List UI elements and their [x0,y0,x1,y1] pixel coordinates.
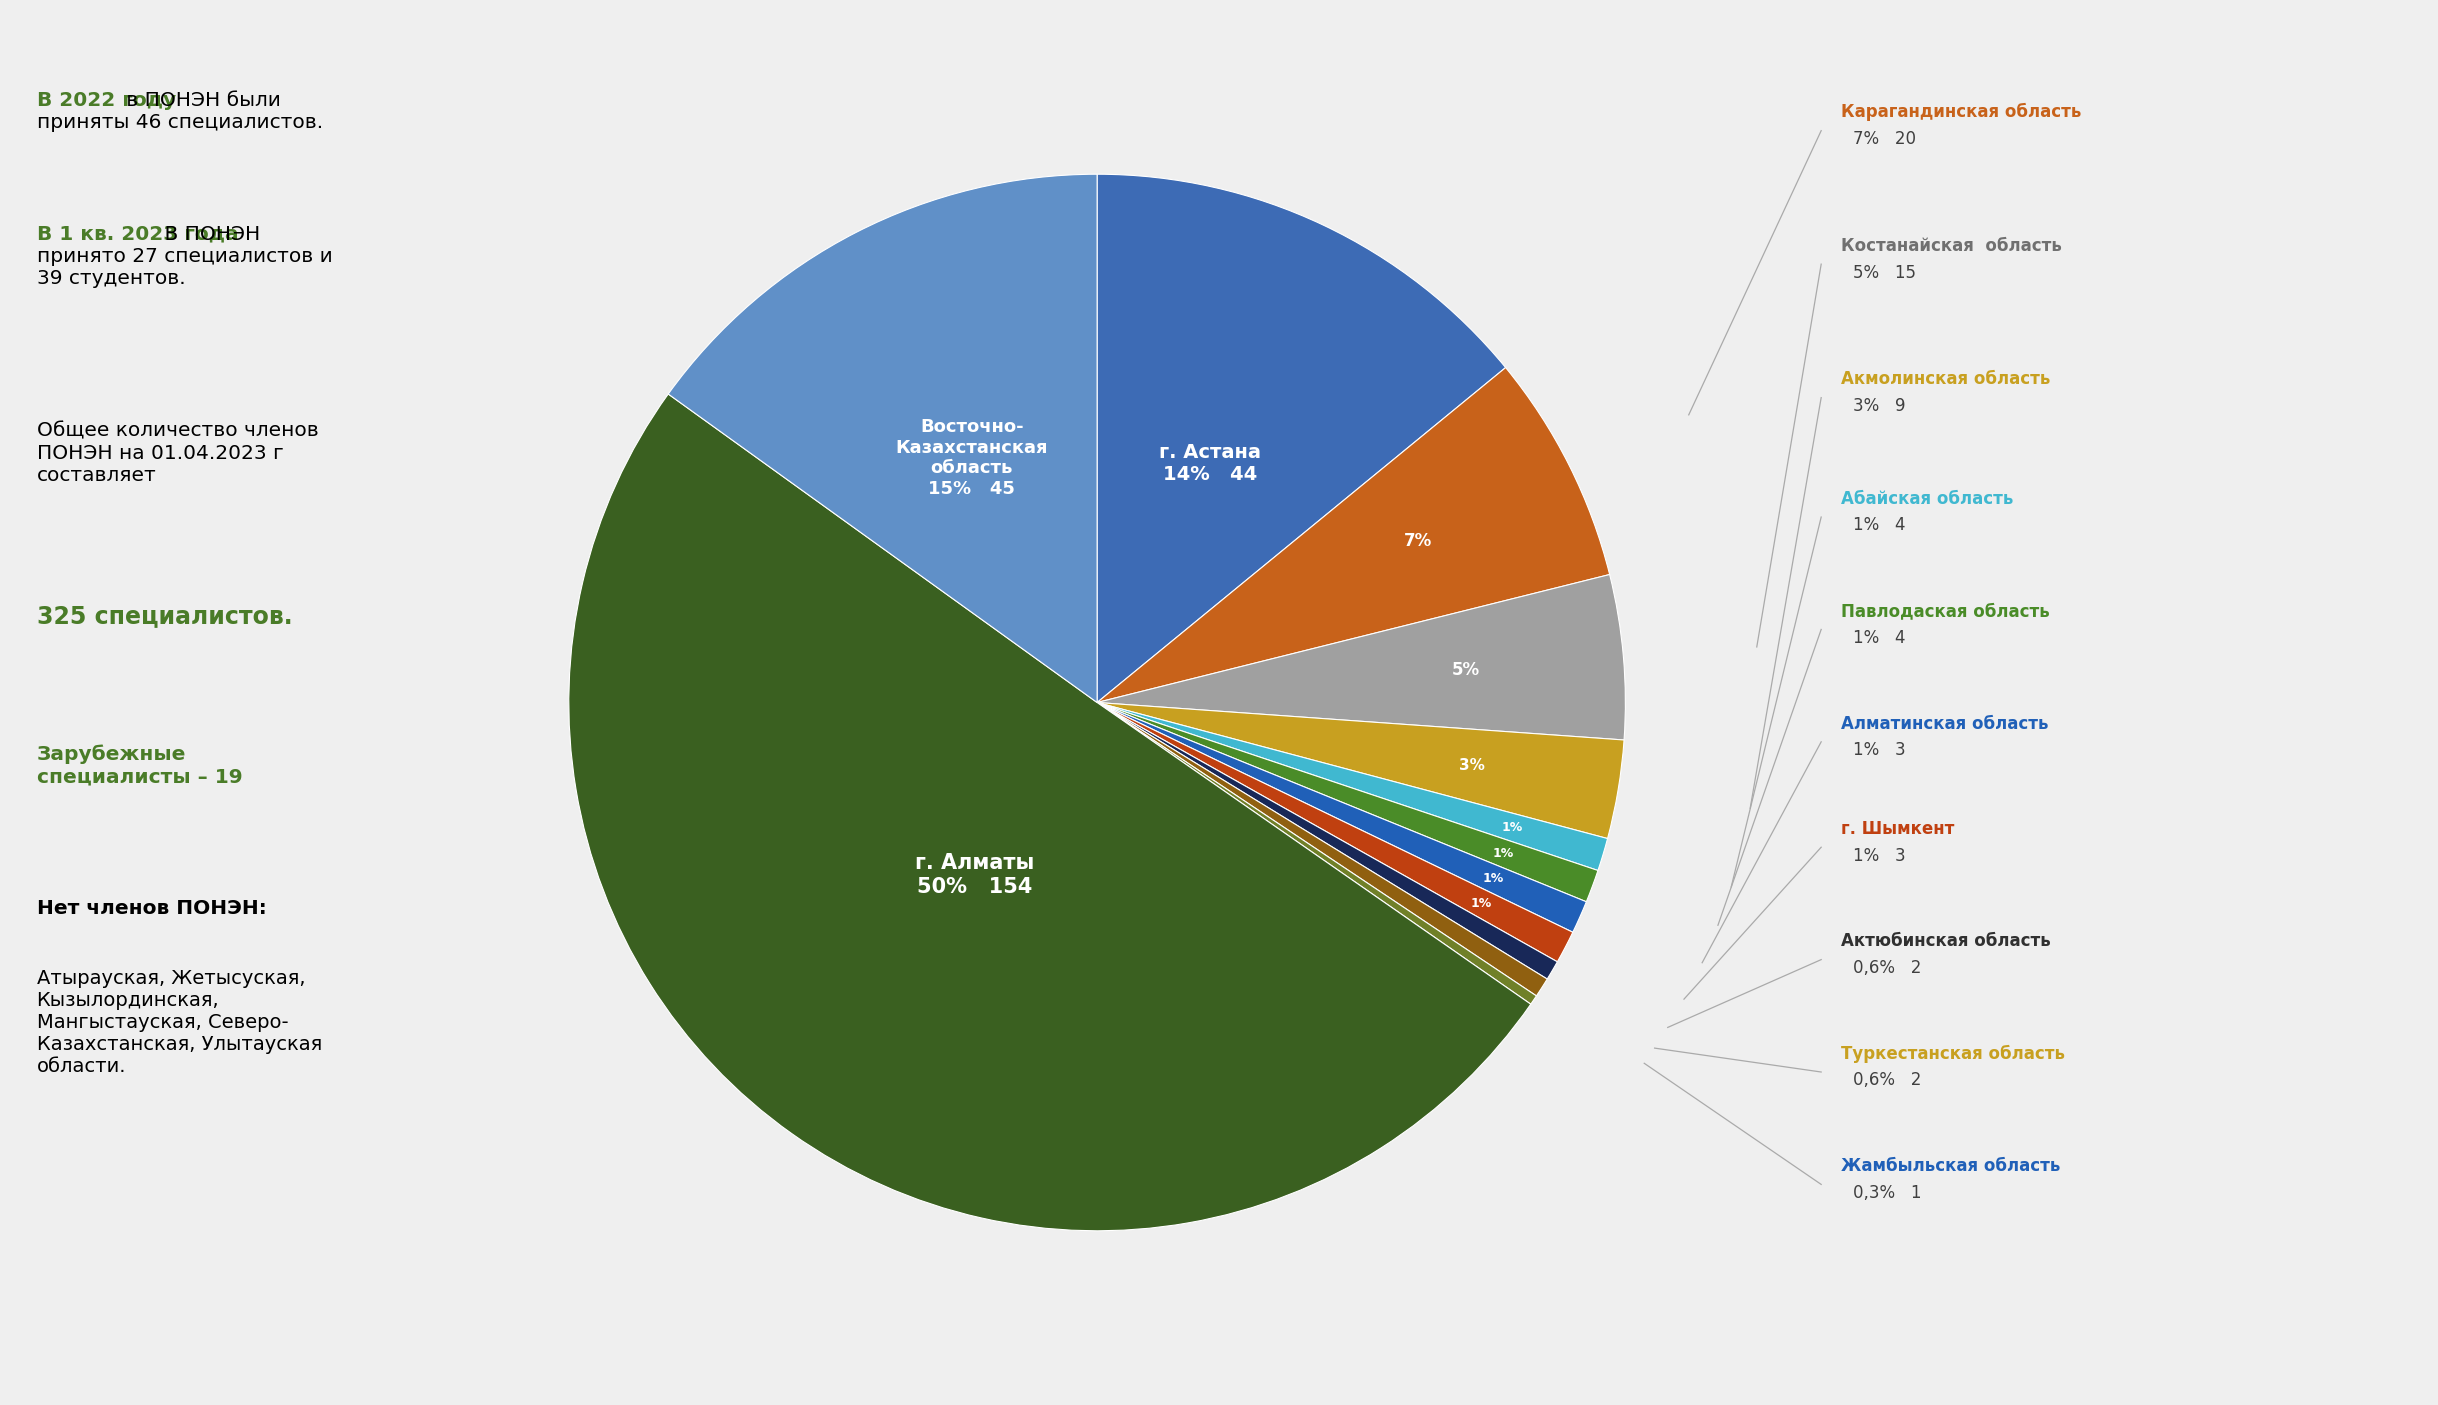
Text: 0,3%   1: 0,3% 1 [1853,1184,1921,1201]
Text: В ПОНЭН
принято 27 специалистов и
39 студентов.: В ПОНЭН принято 27 специалистов и 39 сту… [37,225,332,288]
Text: г. Астана
14%   44: г. Астана 14% 44 [1158,443,1260,485]
Wedge shape [1097,702,1624,839]
Text: Общее количество членов
ПОНЭН на 01.04.2023 г
составляет: Общее количество членов ПОНЭН на 01.04.2… [37,422,319,485]
Text: Туркестанская область: Туркестанская область [1841,1045,2065,1062]
Text: 1%   3: 1% 3 [1853,742,1907,759]
Wedge shape [568,393,1531,1231]
Text: Алматинская область: Алматинская область [1841,715,2048,732]
Text: г. Шымкент: г. Шымкент [1841,821,1955,837]
Text: 5%   15: 5% 15 [1853,264,1916,281]
Text: Акмолинская область: Акмолинская область [1841,371,2050,388]
Text: Абайская область: Абайская область [1841,490,2014,507]
Text: 5%: 5% [1451,662,1480,680]
Text: 7%   20: 7% 20 [1853,131,1916,148]
Text: Нет членов ПОНЭН:: Нет членов ПОНЭН: [37,899,266,919]
Text: 1%: 1% [1482,873,1504,885]
Wedge shape [1097,368,1609,702]
Text: 1%   4: 1% 4 [1853,517,1907,534]
Text: Костанайская  область: Костанайская область [1841,237,2063,254]
Text: Павлодаская область: Павлодаская область [1841,603,2050,620]
Text: Актюбинская область: Актюбинская область [1841,933,2050,950]
Text: 3%   9: 3% 9 [1853,398,1907,414]
Wedge shape [1097,702,1536,1005]
Text: В 1 кв. 2023 года: В 1 кв. 2023 года [37,225,239,244]
Text: В 2022 году: В 2022 году [37,91,176,111]
Text: Карагандинская область: Карагандинская область [1841,104,2082,121]
Text: 1%   3: 1% 3 [1853,847,1907,864]
Text: 325 специалистов.: 325 специалистов. [37,604,293,628]
Text: 0,6%   2: 0,6% 2 [1853,960,1921,976]
Text: 1%: 1% [1502,821,1524,833]
Text: 3%: 3% [1460,757,1485,773]
Wedge shape [668,174,1097,702]
Text: 1%: 1% [1492,847,1514,860]
Wedge shape [1097,702,1573,962]
Text: Атырауская, Жетысуская,
Кызылординская,
Мангыстауская, Северо-
Казахстанская, Ул: Атырауская, Жетысуская, Кызылординская, … [37,969,322,1076]
Text: 1%   4: 1% 4 [1853,629,1907,646]
Text: 0,6%   2: 0,6% 2 [1853,1072,1921,1089]
Text: Жамбыльская область: Жамбыльская область [1841,1158,2060,1175]
Wedge shape [1097,702,1587,933]
Wedge shape [1097,174,1507,702]
Text: г. Алматы
50%   154: г. Алматы 50% 154 [914,853,1034,896]
Wedge shape [1097,702,1558,979]
Text: 7%: 7% [1404,532,1431,551]
Text: Восточно-
Казахстанская
область
15%   45: Восточно- Казахстанская область 15% 45 [895,417,1048,499]
Wedge shape [1097,702,1597,902]
Wedge shape [1097,702,1548,996]
Text: в ПОНЭН были
приняты 46 специалистов.: в ПОНЭН были приняты 46 специалистов. [37,91,322,132]
Text: Зарубежные
специалисты – 19: Зарубежные специалисты – 19 [37,745,241,787]
Wedge shape [1097,702,1607,871]
Text: 1%: 1% [1470,896,1492,909]
Wedge shape [1097,575,1626,740]
